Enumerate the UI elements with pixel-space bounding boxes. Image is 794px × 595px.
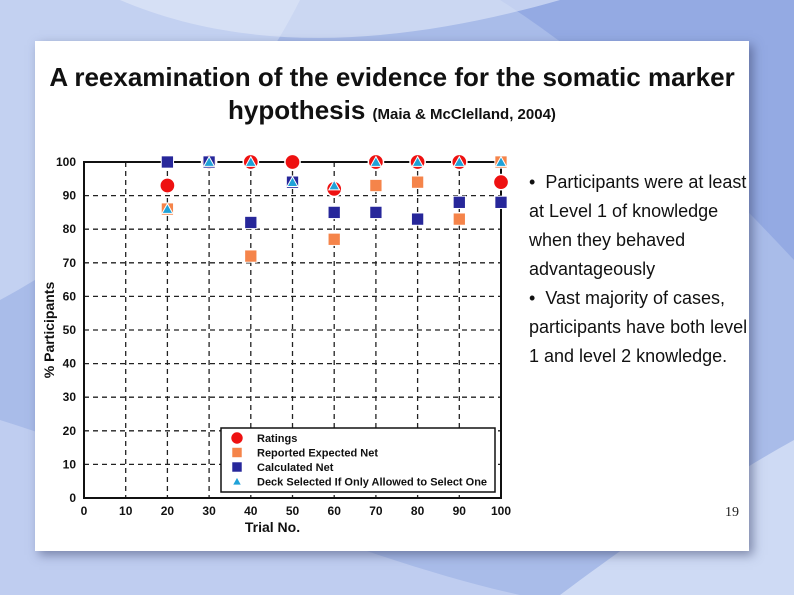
x-tick-label: 20 <box>161 504 175 518</box>
title-main: A reexamination of the evidence for the … <box>49 62 735 125</box>
calculated-net-point <box>244 215 258 230</box>
y-tick-label: 40 <box>63 357 77 371</box>
y-tick-label: 30 <box>63 390 77 404</box>
x-tick-label: 70 <box>369 504 383 518</box>
calculated-net-point <box>452 195 466 209</box>
legend-marker <box>231 461 243 473</box>
y-tick-label: 20 <box>63 424 77 438</box>
bullet-marker: • <box>529 172 536 192</box>
y-tick-label: 10 <box>63 457 77 471</box>
x-tick-label: 80 <box>411 504 425 518</box>
legend-label: Calculated Net <box>257 462 334 474</box>
y-tick-label: 60 <box>63 289 77 303</box>
x-tick-label: 0 <box>81 504 88 518</box>
legend-label: Ratings <box>257 433 297 445</box>
legend-label: Deck Selected If Only Allowed to Select … <box>257 477 487 489</box>
deck-selected-if-only-allowed-to-select-one-point <box>327 179 341 191</box>
x-tick-label: 60 <box>328 504 342 518</box>
x-tick-label: 10 <box>119 504 133 518</box>
y-tick-label: 80 <box>63 222 77 236</box>
ratings-point <box>159 177 176 194</box>
deck-selected-if-only-allowed-to-select-one-point <box>286 175 299 187</box>
slide-title: A reexamination of the evidence for the … <box>35 61 749 131</box>
reported-expected-net-point <box>327 232 341 246</box>
legend-label: Reported Expected Net <box>257 448 378 460</box>
deck-selected-if-only-allowed-to-select-one-point <box>161 202 174 214</box>
bullet-list: • Participants were at least at Level 1 … <box>529 168 749 371</box>
bullet-marker: • <box>529 288 536 308</box>
calculated-net-point <box>410 212 425 226</box>
calculated-net-point <box>369 205 383 220</box>
ratings-point <box>492 173 510 191</box>
y-tick-label: 90 <box>63 189 77 203</box>
calculated-net-point <box>494 195 508 209</box>
x-tick-label: 100 <box>491 504 511 518</box>
reported-expected-net-point <box>452 212 466 226</box>
slide: A reexamination of the evidence for the … <box>35 41 749 551</box>
deck-selected-if-only-allowed-to-select-one-point <box>369 155 383 167</box>
y-axis-label: % Participants <box>41 282 57 379</box>
bullet-item-2: • Vast majority of cases, participants h… <box>529 284 749 371</box>
deck-selected-if-only-allowed-to-select-one-point <box>244 155 258 167</box>
x-axis-label: Trial No. <box>245 519 300 535</box>
scatter-chart: 0 10 20 30 40 50 60 70 80 90 100 0 10 20 30 40 50 60 70 80 9… <box>41 153 511 535</box>
deck-selected-if-only-allowed-to-select-one-point <box>494 155 508 167</box>
x-tick-label: 90 <box>453 504 467 518</box>
chart-container: 0 10 20 30 40 50 60 70 80 90 100 0 10 20 30 40 50 60 70 80 9… <box>35 144 522 540</box>
bullet-text: Vast majority of cases, participants hav… <box>529 288 748 366</box>
x-tick-label: 40 <box>244 504 258 518</box>
reported-expected-net-point <box>410 175 425 189</box>
y-tick-label: 100 <box>56 155 76 169</box>
legend-marker <box>229 430 245 446</box>
deck-selected-if-only-allowed-to-select-one-point <box>202 155 216 167</box>
legend-marker <box>231 475 243 486</box>
calculated-net-point <box>160 155 175 169</box>
x-tick-label: 50 <box>286 504 300 518</box>
legend-marker <box>231 446 243 459</box>
bullet-text: Participants were at least at Level 1 of… <box>529 172 747 279</box>
reported-expected-net-point <box>244 249 258 263</box>
reported-expected-net-point <box>369 178 383 193</box>
calculated-net-point <box>327 205 341 220</box>
x-tick-label: 30 <box>202 504 216 518</box>
y-tick-label: 50 <box>63 323 77 337</box>
y-tick-label: 70 <box>63 256 77 270</box>
title-citation: (Maia & McClelland, 2004) <box>372 106 556 123</box>
bullet-item-1: • Participants were at least at Level 1 … <box>529 168 749 284</box>
page-number: 19 <box>725 505 739 520</box>
deck-selected-if-only-allowed-to-select-one-point <box>453 155 466 167</box>
ratings-point <box>284 153 301 171</box>
deck-selected-if-only-allowed-to-select-one-point <box>411 155 424 167</box>
legend-box <box>220 427 496 493</box>
y-tick-label: 0 <box>69 491 76 505</box>
